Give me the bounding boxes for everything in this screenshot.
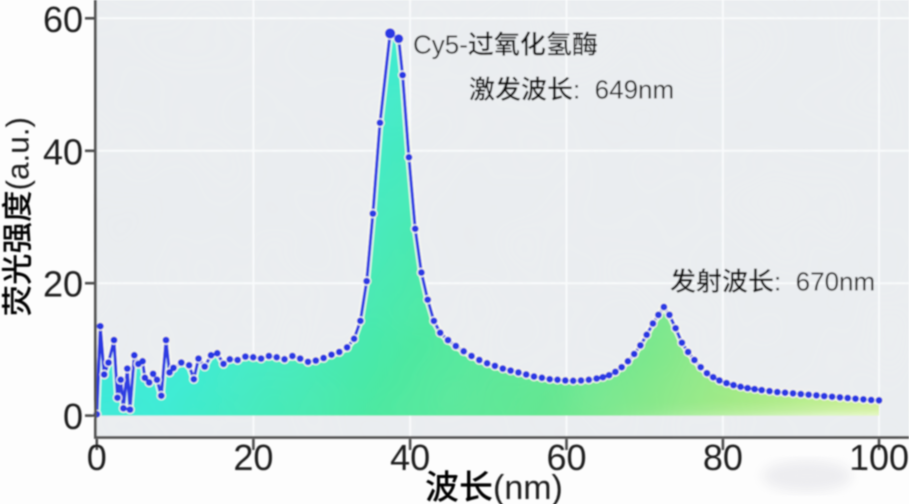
svg-text:60: 60 (546, 437, 586, 478)
svg-text:0: 0 (63, 396, 83, 437)
svg-text:(a.u.): (a.u.) (0, 117, 36, 191)
svg-text:(nm): (nm) (493, 469, 563, 504)
svg-text:0: 0 (87, 437, 107, 478)
svg-text:20: 20 (43, 264, 83, 305)
svg-text:40: 40 (43, 131, 83, 172)
svg-text:80: 80 (703, 437, 743, 478)
svg-text:40: 40 (390, 437, 430, 478)
svg-text:100: 100 (849, 437, 909, 478)
svg-text:20: 20 (233, 437, 273, 478)
svg-text:60: 60 (43, 0, 83, 40)
